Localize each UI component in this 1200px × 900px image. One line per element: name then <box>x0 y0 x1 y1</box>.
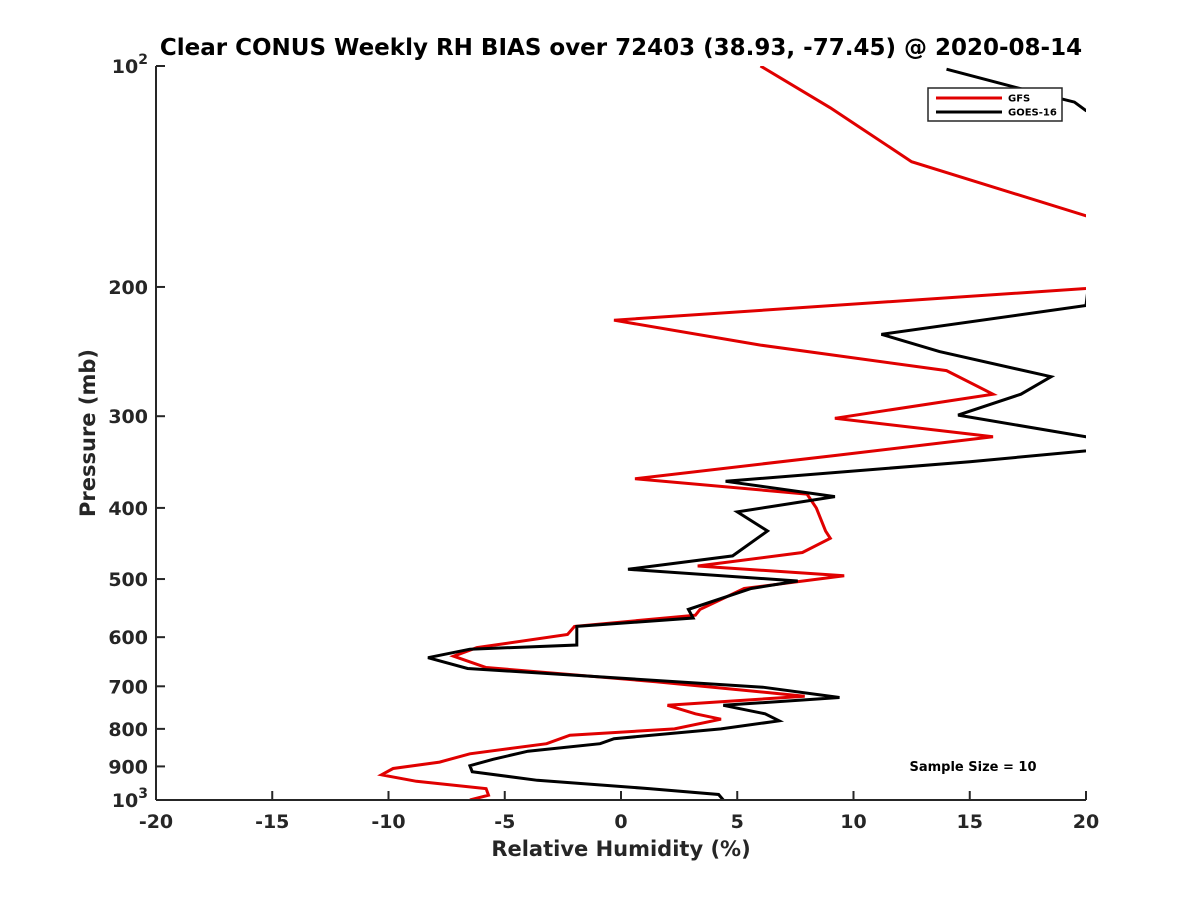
legend-label: GFS <box>1008 94 1030 105</box>
axis-ticks: -20 -15 -10 -5 0 5 10 15 20 102 200 300 400 500 600 700… <box>108 52 1099 833</box>
series-layer <box>377 66 1086 800</box>
legend-box <box>927 87 1063 122</box>
legend-label: GOES-16 <box>1008 108 1057 119</box>
x-tick-label: 0 <box>614 811 627 833</box>
y-tick-label: 600 <box>108 627 148 649</box>
y-axis-label: Pressure (mb) <box>76 349 100 517</box>
series-line-gfs <box>377 66 1086 800</box>
x-tick-label: 10 <box>840 811 866 833</box>
y-tick-label: 300 <box>108 406 148 428</box>
series-line-goes-16 <box>427 67 1086 800</box>
x-tick-label: -20 <box>139 811 173 833</box>
x-tick-label: -10 <box>371 811 405 833</box>
axes <box>155 66 1086 801</box>
x-tick-label: 20 <box>1073 811 1099 833</box>
y-tick-label: 700 <box>108 676 148 698</box>
y-tick-label: 800 <box>108 719 148 741</box>
x-tick-label: -5 <box>494 811 515 833</box>
x-tick-label: 5 <box>731 811 744 833</box>
y-tick-label: 102 <box>112 52 148 78</box>
y-tick-label: 200 <box>108 277 148 299</box>
y-tick-label: 103 <box>112 786 148 812</box>
x-axis-label: Relative Humidity (%) <box>491 837 750 861</box>
x-tick-label: -15 <box>255 811 289 833</box>
y-tick-label: 500 <box>108 569 148 591</box>
chart-title: Clear CONUS Weekly RH BIAS over 72403 (3… <box>160 35 1082 61</box>
y-tick-label: 400 <box>108 498 148 520</box>
x-tick-label: 15 <box>957 811 983 833</box>
legend: GFS GOES-16 <box>927 87 1063 122</box>
y-tick-label: 900 <box>108 756 148 778</box>
sample-size-annotation: Sample Size = 10 <box>909 760 1036 775</box>
